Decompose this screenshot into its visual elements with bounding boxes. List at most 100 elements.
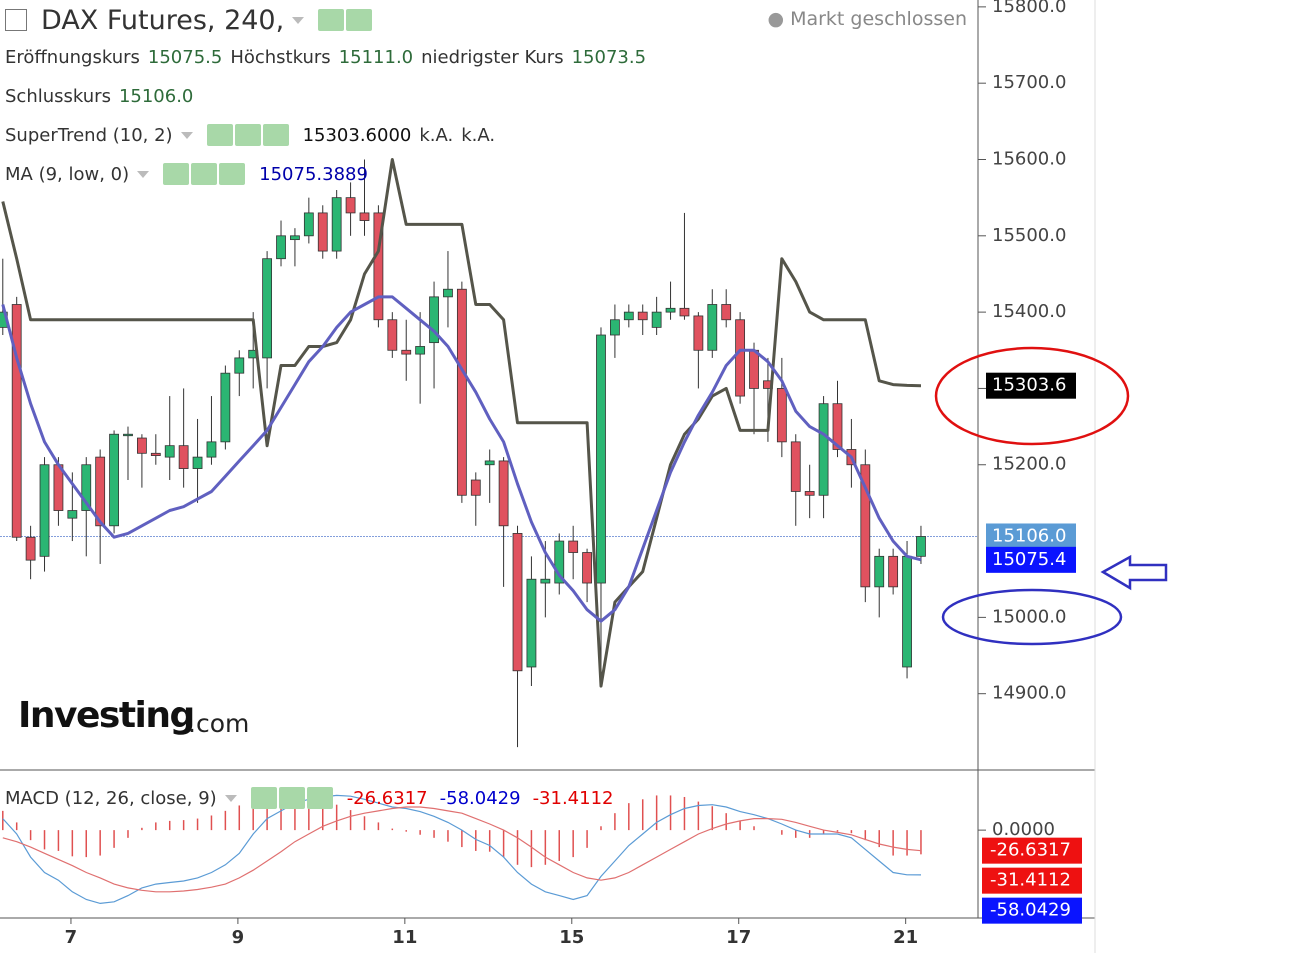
- candle-body: [832, 403, 843, 450]
- candle-body: [443, 288, 453, 298]
- x-tick-label: 7: [65, 927, 78, 948]
- price-badge: [986, 523, 1076, 550]
- ohlc-value: 15075.5: [147, 47, 223, 68]
- candle-body: [818, 403, 829, 496]
- y-tick-label: 15800.0: [992, 0, 1066, 17]
- ohlc-label: Eröffnungskurs: [5, 47, 140, 68]
- candle-body: [637, 311, 648, 321]
- price-badge-label: 15303.6: [992, 375, 1066, 396]
- candle-body: [916, 536, 926, 557]
- candle-body: [693, 315, 704, 351]
- y-tick-label: 15600.0: [992, 148, 1066, 169]
- candle-body: [387, 319, 398, 351]
- readout: k.A.: [419, 124, 454, 146]
- candle-body: [220, 372, 231, 443]
- price-badge: [986, 372, 1076, 399]
- icons[interactable]: [318, 9, 373, 31]
- readouts: -26.6317 -58.0429 -31.4112: [347, 788, 614, 809]
- macd-badge-label: -26.6317: [990, 840, 1071, 861]
- status-text: Markt geschlossen: [790, 8, 967, 30]
- candle-body: [721, 304, 732, 321]
- icons[interactable]: [163, 163, 246, 185]
- dropdown[interactable]: [224, 794, 237, 802]
- macd-badge-label: -58.0429: [990, 900, 1071, 921]
- candle-body: [164, 445, 175, 458]
- indicator-name: MA (9, low, 0): [5, 163, 130, 185]
- candle-body: [178, 445, 189, 469]
- price-badge-label: 15106.0: [992, 525, 1066, 546]
- candle-body: [150, 452, 161, 456]
- candle-body: [790, 441, 801, 492]
- ohlc-label: Höchstkurs: [230, 47, 331, 68]
- candle-body: [25, 536, 36, 561]
- candle-body: [456, 288, 467, 496]
- macd-line: [2, 794, 922, 905]
- icons[interactable]: [206, 124, 289, 146]
- readout: -31.4112: [532, 787, 614, 809]
- candle-body: [902, 555, 912, 668]
- candle-body: [95, 456, 106, 527]
- candle-body: [498, 460, 509, 527]
- ohlc-row: Eröffnungskurs 15075.5 Höchstkurs 15111.0 …: [5, 47, 646, 68]
- indicator-row: MA (9, low, 0) 15075.3889: [5, 163, 368, 185]
- candle-body: [860, 464, 871, 588]
- y-tick-label: 15000.0: [992, 606, 1066, 627]
- ohlc-value: 15073.5: [571, 47, 647, 68]
- dropdown[interactable]: [180, 131, 193, 139]
- macd-badge-label: -31.4112: [990, 870, 1071, 891]
- candle-body: [81, 464, 92, 511]
- y-tick-label: 15200.0: [992, 454, 1066, 475]
- candle-body: [804, 491, 815, 496]
- dropdown[interactable]: [137, 170, 150, 178]
- candle-body: [234, 357, 245, 374]
- candle-body: [401, 349, 412, 355]
- collapse-icon[interactable]: [5, 9, 27, 31]
- candle-body: [276, 235, 286, 260]
- indicator-name: MACD (12, 26, close, 9): [5, 787, 217, 809]
- candle-body: [568, 540, 579, 553]
- x-tick-label: 15: [559, 927, 584, 948]
- candle-body: [429, 296, 439, 344]
- candle-body: [554, 540, 565, 584]
- y-tick-label: 15500.0: [992, 225, 1066, 246]
- readout: 15075.3889: [259, 163, 368, 185]
- candle-body: [137, 437, 147, 454]
- candle-body: [707, 304, 718, 351]
- price-badge-label: 15075.4: [992, 549, 1066, 570]
- readout: k.A.: [461, 124, 496, 146]
- ohlc-value: 15106.0: [118, 86, 194, 107]
- candle-body: [526, 578, 537, 668]
- candle-body: [888, 555, 899, 588]
- candle-body: [290, 235, 300, 241]
- highlight-ellipse: [941, 588, 1123, 646]
- x-tick-label: 21: [893, 927, 918, 948]
- candle-body: [109, 433, 119, 527]
- candle-body: [331, 197, 342, 252]
- candle-body: [359, 212, 370, 221]
- ohlc-label: Schlusskurs: [5, 86, 111, 107]
- candle-body: [345, 197, 356, 214]
- candle-body: [596, 334, 606, 584]
- indicator-line: [1, 295, 922, 623]
- status-dot: ●: [767, 8, 785, 30]
- candle-body: [623, 311, 634, 321]
- ohlc-row: Schlusskurs 15106.0: [5, 86, 193, 107]
- macd-line: [2, 806, 922, 893]
- candle-body: [262, 258, 273, 359]
- icons[interactable]: [250, 787, 333, 809]
- candle-body: [373, 212, 384, 321]
- readout: -58.0429: [439, 787, 521, 809]
- logo: Investing: [18, 695, 194, 736]
- title: DAX Futures, 240,: [41, 4, 285, 36]
- readout: -26.6317: [346, 787, 428, 809]
- y-tick-label: 0.0000: [992, 819, 1055, 840]
- dropdown[interactable]: [292, 16, 305, 24]
- candle-body: [874, 555, 885, 588]
- macd-row: MACD (12, 26, close, 9) -26.6317 -58.0429…: [5, 787, 614, 809]
- candle-body: [484, 460, 495, 466]
- y-tick-label: 15400.0: [992, 301, 1066, 322]
- x-tick-label: 9: [232, 927, 245, 948]
- candle-body: [749, 349, 759, 389]
- candle-body: [415, 346, 426, 355]
